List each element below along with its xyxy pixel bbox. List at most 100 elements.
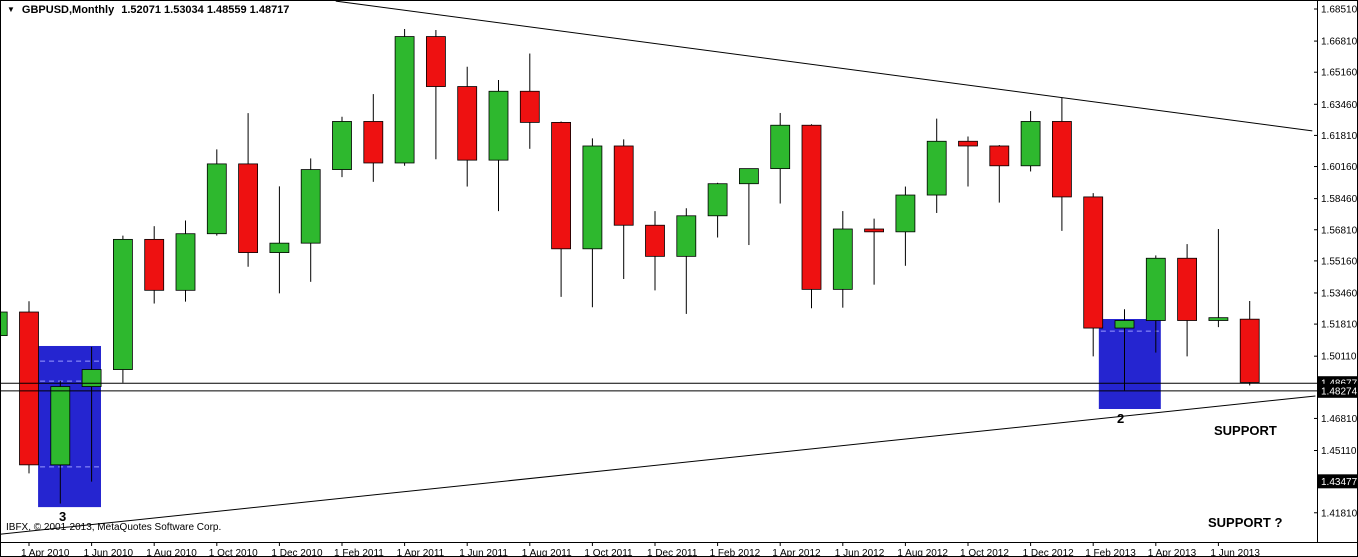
candle-body <box>457 86 478 161</box>
candle-2012-02 <box>707 182 728 238</box>
candle-2012-09 <box>926 118 947 213</box>
candle-2010-11 <box>238 113 259 267</box>
candle-2013-07 <box>1239 301 1260 386</box>
candle-body <box>1083 196 1104 329</box>
candle-2011-08 <box>519 53 540 149</box>
candle-body <box>300 169 321 244</box>
y-axis-label: 1.65160 <box>1321 68 1358 79</box>
candle-body <box>19 311 39 466</box>
candle-2012-04 <box>770 112 791 204</box>
candle-2011-12 <box>645 211 665 291</box>
candle-body <box>1 311 8 337</box>
trendline-ascending-support[interactable] <box>1 395 1316 535</box>
chart-ohlc-readout: 1.52071 1.53034 1.48559 1.48717 <box>121 4 290 16</box>
y-axis-label: 1.58460 <box>1321 194 1358 205</box>
candle-body <box>488 90 509 161</box>
x-axis-label: 1 Feb 2011 <box>334 548 384 557</box>
candle-body <box>926 140 947 196</box>
candle-2010-03 <box>1 311 8 337</box>
x-axis-label: 1 Jun 2011 <box>459 548 508 557</box>
candle-2011-01 <box>300 158 321 282</box>
x-axis-label: 1 Dec 2011 <box>647 548 698 557</box>
candle-body <box>238 163 259 253</box>
highlight-box-2[interactable] <box>1098 319 1161 410</box>
support-question-annotation: SUPPORT ? <box>1208 515 1283 530</box>
candle-2010-07 <box>113 235 133 383</box>
y-axis[interactable]: 1.68510 1.66810 1.65160 1.63460 1.61810 1.601… <box>1314 5 1358 520</box>
candle-body <box>801 124 822 290</box>
chart-title: ▼ GBPUSD,Monthly 1.52071 1.53034 1.48559… <box>7 4 289 16</box>
candle-body <box>739 168 759 185</box>
x-axis-label: 1 Aug 2011 <box>522 548 572 557</box>
candle-body <box>832 228 853 290</box>
y-axis-label: 1.51810 <box>1321 320 1358 331</box>
candle-body <box>81 369 102 387</box>
x-axis-label: 1 Feb 2013 <box>1085 548 1136 557</box>
copyright-text: IBFX, © 2001-2013, MetaQuotes Software C… <box>6 522 222 533</box>
y-axis-label: 1.45110 <box>1321 446 1357 457</box>
candle-body <box>958 140 978 147</box>
candle-body <box>113 238 133 370</box>
candle-body <box>645 224 665 257</box>
candle-body <box>394 36 415 164</box>
candle-body <box>1239 318 1260 383</box>
x-axis-label: 1 Apr 2010 <box>21 548 70 557</box>
candle-2011-05 <box>425 29 446 160</box>
candle-body <box>1114 320 1135 329</box>
candle-2012-10 <box>958 136 978 187</box>
x-axis-label: 1 Aug 2012 <box>897 548 948 557</box>
chart-marker-icon[interactable]: ▼ <box>7 5 15 14</box>
y-axis-label: 1.68510 <box>1321 5 1358 16</box>
svg-text:1.48274: 1.48274 <box>1321 386 1358 397</box>
candle-body <box>332 121 352 170</box>
candle-2012-08 <box>895 186 916 266</box>
candle-body <box>1208 317 1229 321</box>
candle-body <box>770 124 791 170</box>
candle-2010-06 <box>81 346 102 482</box>
candle-2012-07 <box>864 218 884 285</box>
x-axis-label: 1 Jun 2012 <box>835 548 885 557</box>
y-axis-label: 1.46810 <box>1321 414 1358 425</box>
chart-symbol-period: GBPUSD,Monthly <box>21 4 115 16</box>
candle-2011-06 <box>457 66 478 187</box>
candle-body <box>989 145 1010 167</box>
x-axis-label: 1 Aug 2010 <box>146 548 197 557</box>
candle-body <box>613 145 634 226</box>
y-axis-label: 1.56810 <box>1321 225 1358 236</box>
x-axis[interactable]: 1 Apr 2010 1 Jun 2010 1 Aug 2010 1 Oct 2010… <box>21 542 1260 557</box>
candle-2013-06 <box>1208 229 1229 328</box>
box-3-annotation: 3 <box>59 509 67 524</box>
x-axis-label: 1 Feb 2012 <box>710 548 761 557</box>
candle-body <box>707 183 728 217</box>
x-axis-label: 1 Oct 2010 <box>209 548 258 557</box>
y-axis-label: 1.66810 <box>1321 37 1358 48</box>
candle-2011-04 <box>394 29 415 166</box>
candle-body <box>144 238 165 291</box>
x-axis-label: 1 Dec 2010 <box>271 548 323 557</box>
candle-body <box>864 228 884 233</box>
x-axis-label: 1 Apr 2011 <box>397 548 445 557</box>
y-axis-label: 1.50110 <box>1321 352 1357 363</box>
candle-body <box>1020 121 1041 167</box>
candle-body <box>1052 121 1072 198</box>
svg-text:1.43477: 1.43477 <box>1321 477 1358 488</box>
y-axis-label: 1.63460 <box>1321 100 1358 111</box>
candle-body <box>175 233 196 291</box>
candle-body <box>519 90 540 123</box>
x-axis-label: 1 Apr 2012 <box>772 548 821 557</box>
candle-2013-04 <box>1145 255 1166 353</box>
candle-body <box>363 121 384 164</box>
candle-2011-02 <box>332 116 352 178</box>
candle-2011-09 <box>551 121 571 297</box>
y-axis-label: 1.60160 <box>1321 162 1358 173</box>
trendline-descending-resistance[interactable] <box>335 1 1313 132</box>
candle-2012-12 <box>1020 111 1041 172</box>
candle-2010-05 <box>50 380 71 504</box>
candle-2011-03 <box>363 94 384 182</box>
x-axis-label: 1 Dec 2012 <box>1023 548 1075 557</box>
candle-2013-03 <box>1114 309 1135 391</box>
candle-2012-03 <box>739 168 759 246</box>
candle-body <box>1177 257 1197 321</box>
candle-2012-01 <box>676 208 697 314</box>
